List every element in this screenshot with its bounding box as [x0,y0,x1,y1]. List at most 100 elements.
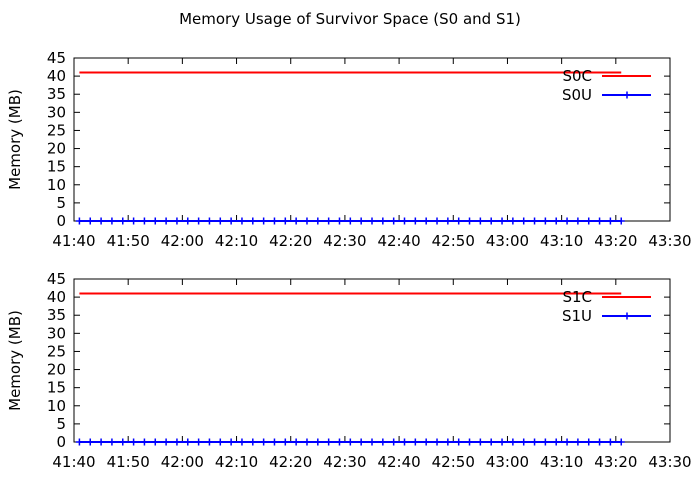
y-tick-label: 25 [47,342,66,360]
data-point-s0u [227,217,235,225]
legend-label-s1u: S1U [562,307,592,325]
data-point-s0u [325,217,333,225]
data-point-s0u [335,217,343,225]
y-axis-label: Memory (MB) [6,310,24,411]
data-point-s1u [227,438,235,446]
data-point-s1u [216,438,224,446]
x-tick-label: 43:10 [540,453,583,471]
data-point-s1u [606,438,614,446]
legend-label-s0c: S0C [562,67,592,85]
x-tick-label: 43:10 [540,232,583,250]
data-point-s0u [379,217,387,225]
data-point-s1u [476,438,484,446]
data-point-s0u [531,217,539,225]
data-point-s0u [422,217,430,225]
data-point-s1u [281,438,289,446]
data-point-s1u [151,438,159,446]
y-tick-label: 30 [47,103,66,121]
x-tick-label: 43:00 [486,453,529,471]
data-point-s1u [303,438,311,446]
data-point-s0u [596,217,604,225]
data-point-s0u [216,217,224,225]
y-tick-label: 15 [47,158,66,176]
data-point-s0u [617,217,625,225]
x-tick-label: 43:30 [648,232,691,250]
data-point-s1u [195,438,203,446]
data-point-s1u [314,438,322,446]
data-point-s0u [303,217,311,225]
data-point-s1u [596,438,604,446]
data-point-s1u [466,438,474,446]
x-tick-label: 42:50 [432,453,475,471]
data-point-s0u [140,217,148,225]
data-point-s1u [292,438,300,446]
data-point-s0u [108,217,116,225]
x-tick-label: 42:20 [269,453,312,471]
y-tick-label: 5 [56,194,66,212]
data-point-s1u [552,438,560,446]
data-point-s1u [509,438,517,446]
data-point-s0u [541,217,549,225]
data-point-s0u [270,217,278,225]
x-tick-label: 42:30 [323,232,366,250]
data-point-s0u [292,217,300,225]
x-tick-label: 41:50 [107,453,150,471]
y-tick-label: 45 [47,270,66,288]
data-point-s1u [455,438,463,446]
x-tick-label: 42:00 [161,232,204,250]
data-point-s0u [162,217,170,225]
x-tick-label: 42:50 [432,232,475,250]
data-point-s0u [86,217,94,225]
data-point-s0u [368,217,376,225]
data-point-s1u [75,438,83,446]
data-point-s0u [130,217,138,225]
data-point-s0u [173,217,181,225]
y-tick-label: 10 [47,397,66,415]
data-point-s0u [184,217,192,225]
data-point-s0u [498,217,506,225]
data-point-s1u [108,438,116,446]
x-tick-label: 41:40 [52,232,95,250]
data-point-s1u [205,438,213,446]
data-point-s1u [433,438,441,446]
data-point-s1u [238,438,246,446]
x-tick-label: 41:50 [107,232,150,250]
x-tick-label: 42:10 [215,232,258,250]
data-point-s1u [140,438,148,446]
x-tick-label: 41:40 [52,453,95,471]
data-point-s1u [270,438,278,446]
data-point-s0u [195,217,203,225]
data-point-s0u [205,217,213,225]
data-point-s1u [184,438,192,446]
data-point-s0u [476,217,484,225]
data-point-s0u [487,217,495,225]
data-point-s0u [346,217,354,225]
data-point-s1u [411,438,419,446]
data-point-s1u [541,438,549,446]
y-tick-label: 45 [47,49,66,67]
data-point-s1u [249,438,257,446]
data-point-s1u [401,438,409,446]
y-tick-label: 0 [56,433,66,451]
y-tick-label: 35 [47,306,66,324]
data-point-s1u [520,438,528,446]
data-point-s1u [379,438,387,446]
data-point-s1u [97,438,105,446]
data-point-s0u [281,217,289,225]
data-point-s1u [86,438,94,446]
data-point-s0u [390,217,398,225]
data-point-s0u [433,217,441,225]
data-point-s1u [531,438,539,446]
data-point-s1u [346,438,354,446]
x-tick-label: 43:30 [648,453,691,471]
data-point-s1u [617,438,625,446]
data-point-s0u [357,217,365,225]
data-point-s1u [325,438,333,446]
data-point-s1u [368,438,376,446]
data-point-s0u [151,217,159,225]
data-point-s0u [455,217,463,225]
x-tick-label: 43:20 [594,453,637,471]
data-point-s1u [162,438,170,446]
